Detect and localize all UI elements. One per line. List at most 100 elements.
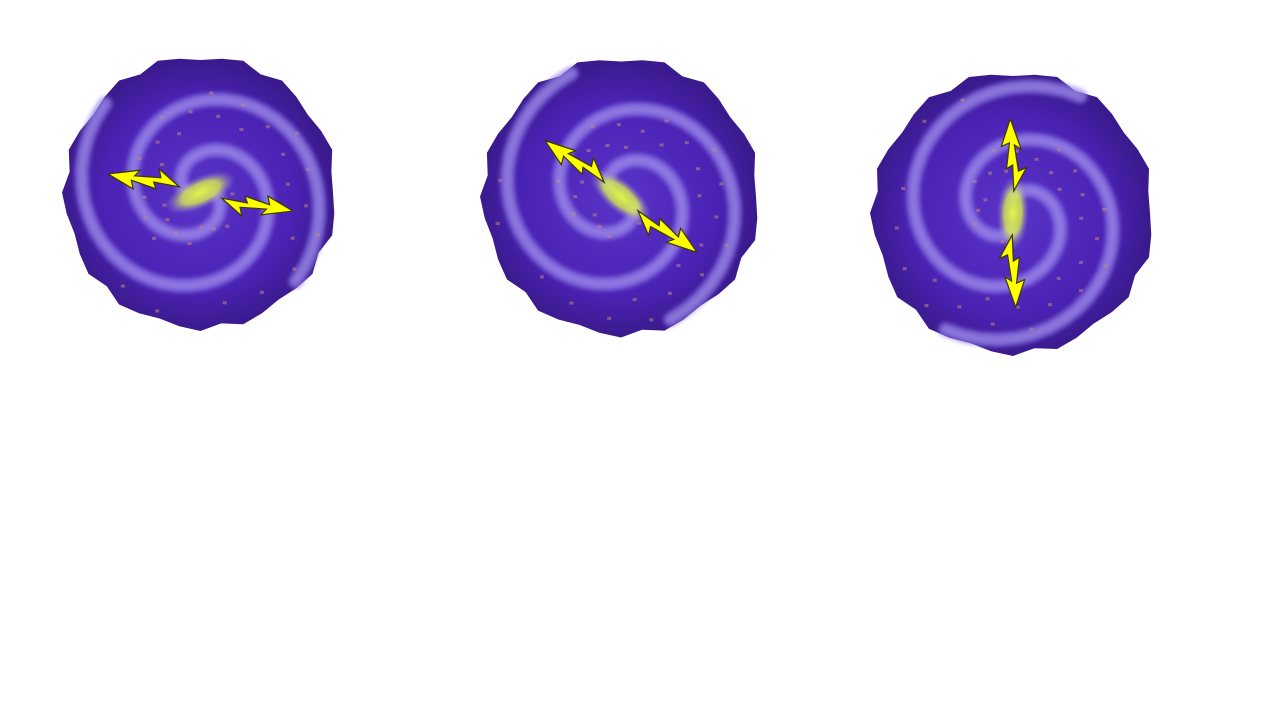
- dust-spot: [960, 98, 965, 102]
- dust-spot: [285, 182, 290, 186]
- dust-spot: [1104, 264, 1109, 268]
- spiral-arm-highlight: [504, 70, 686, 287]
- dust-spot: [1095, 237, 1100, 241]
- dust-spot: [230, 192, 235, 196]
- dust-spot: [983, 198, 988, 202]
- dust-spot: [120, 284, 125, 288]
- dust-spot: [1048, 303, 1053, 307]
- dust-spot: [573, 195, 578, 199]
- dust-spot: [259, 290, 264, 294]
- spiral-arm-highlight: [556, 106, 738, 323]
- galaxy-sprite-2: [476, 44, 766, 349]
- dust-spot: [1014, 149, 1019, 153]
- dust-spot: [209, 91, 214, 95]
- dust-spot: [985, 297, 990, 301]
- dust-spot: [498, 178, 503, 182]
- lightning-bolt-icon: [543, 139, 606, 185]
- dust-spot: [990, 322, 995, 326]
- spiral-arms: [500, 66, 742, 327]
- spiral-arms: [905, 79, 1121, 347]
- dust-spot: [976, 208, 981, 212]
- spiral-arm-highlight: [910, 83, 1083, 290]
- lightning-bolt-icon: [636, 208, 699, 254]
- dust-spot: [664, 119, 669, 123]
- dust-spot: [1029, 327, 1034, 331]
- dust-spot: [539, 275, 544, 279]
- dust-spot: [1078, 289, 1083, 293]
- dust-spot: [605, 144, 610, 147]
- dust-spot: [597, 225, 602, 229]
- dust-spot: [155, 309, 160, 313]
- dust-spot: [187, 242, 192, 245]
- dust-spot: [1057, 187, 1062, 191]
- dust-spot: [173, 231, 178, 235]
- dust-spot: [988, 171, 993, 175]
- dust-spot: [580, 180, 585, 184]
- lightning-bolt-icon: [1000, 116, 1028, 194]
- dust-spot: [1057, 148, 1062, 152]
- dust-spot: [592, 213, 597, 217]
- dust-spot: [659, 143, 664, 147]
- galaxy-core: [165, 170, 236, 215]
- dust-spot: [922, 119, 927, 123]
- dust-spot: [265, 125, 270, 129]
- dust-spot: [1056, 276, 1061, 280]
- dust-spot: [165, 218, 170, 222]
- dust-spot: [1079, 216, 1084, 220]
- galaxy-core: [996, 175, 1030, 251]
- dust-spot: [714, 215, 719, 219]
- dust-spot: [684, 141, 689, 145]
- dust-spot: [216, 114, 221, 118]
- dust-spot: [222, 301, 227, 305]
- dust-spot: [894, 226, 899, 230]
- galaxy-sprite-3: [866, 62, 1160, 364]
- dust-spot: [1080, 193, 1085, 197]
- dust-spot: [556, 179, 561, 183]
- dust-spot: [137, 156, 142, 160]
- dust-spot: [632, 298, 637, 302]
- dust-spot: [1073, 169, 1078, 173]
- dust-spot: [305, 168, 310, 171]
- galaxy-icon: [870, 74, 1152, 356]
- dust-spot: [676, 264, 681, 268]
- dust-spot: [294, 131, 299, 135]
- dust-spot: [1004, 169, 1009, 173]
- galaxy-icon: [62, 58, 335, 331]
- lightning-bolt-icon: [106, 167, 182, 191]
- dust-spot: [1078, 260, 1083, 264]
- dust-spots: [120, 91, 320, 313]
- dust-spot: [649, 318, 654, 322]
- dust-spot: [590, 125, 595, 129]
- dust-spot: [902, 267, 907, 271]
- dust-spot: [607, 316, 612, 320]
- dust-spot: [1049, 171, 1054, 175]
- dust-spot: [607, 235, 612, 238]
- dust-spot: [586, 149, 591, 152]
- dust-spot: [239, 127, 244, 131]
- galaxy-core: [590, 169, 652, 224]
- dust-spot: [1034, 157, 1039, 161]
- dust-spot: [159, 115, 164, 119]
- spiral-arms: [74, 92, 327, 293]
- dust-spot: [1102, 207, 1107, 211]
- dust-spot: [992, 148, 997, 152]
- dust-spot: [719, 182, 724, 186]
- dust-spot: [932, 278, 937, 282]
- dust-spots: [495, 119, 729, 322]
- dust-spot: [155, 140, 160, 144]
- lightning-bolt-icon: [998, 232, 1026, 310]
- dust-spot: [211, 227, 216, 231]
- dust-spot: [177, 132, 181, 136]
- dust-spot: [957, 305, 962, 309]
- dust-spot: [143, 216, 148, 220]
- dust-spot: [699, 243, 704, 247]
- dust-spot: [724, 243, 729, 247]
- dust-spot: [569, 301, 574, 305]
- dust-spot: [616, 123, 621, 127]
- dust-spot: [152, 236, 157, 240]
- dust-spot: [304, 204, 309, 208]
- dust-spot: [924, 304, 929, 307]
- dust-spot: [241, 103, 245, 107]
- dust-spot: [667, 291, 672, 295]
- dust-spot: [901, 187, 906, 190]
